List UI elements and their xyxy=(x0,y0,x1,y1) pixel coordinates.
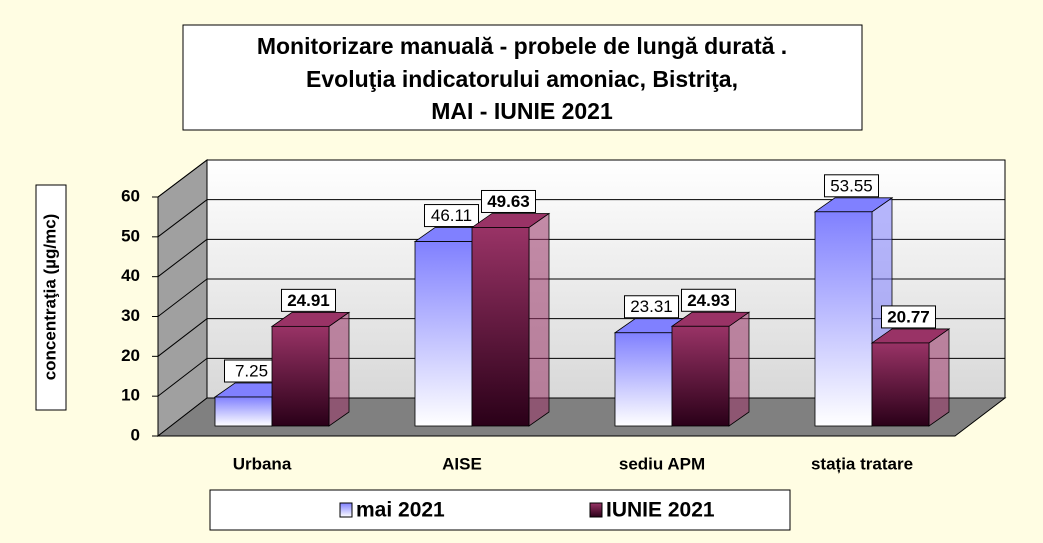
grid-line xyxy=(157,159,208,198)
bar-side xyxy=(328,311,350,427)
grid-line xyxy=(157,238,208,278)
floor xyxy=(156,397,1007,437)
bar-side xyxy=(728,311,750,427)
y-label-box xyxy=(35,184,67,411)
grid-line xyxy=(157,357,208,397)
value-label-box xyxy=(824,174,879,198)
bar xyxy=(471,227,530,427)
value-label-box xyxy=(881,305,936,329)
legend-swatch xyxy=(589,502,603,518)
bar xyxy=(614,332,673,427)
x-tick-label: stația tratare xyxy=(811,454,913,473)
value-label: 23.31 xyxy=(630,297,673,316)
legend-label: mai 2021 xyxy=(356,499,445,522)
legend-swatch xyxy=(339,502,353,518)
bar xyxy=(871,342,930,427)
value-label-box xyxy=(681,288,736,312)
value-label: 46.11 xyxy=(431,206,472,225)
bar xyxy=(414,241,473,427)
x-tick-label: sediu APM xyxy=(619,454,705,473)
y-axis-label: concentraţia (µg/mc) xyxy=(40,214,59,381)
bar-side xyxy=(928,328,950,427)
bar xyxy=(271,325,330,427)
x-tick-label: AISE xyxy=(442,454,482,473)
value-label: 53.55 xyxy=(830,176,873,195)
value-label: 20.77 xyxy=(887,307,930,326)
y-tick-label: 20 xyxy=(121,346,140,365)
value-label: 24.91 xyxy=(287,291,330,310)
value-label-box xyxy=(424,204,479,228)
x-tick-label: Urbana xyxy=(233,454,292,473)
chart-title: Monitorizare manuală - probele de lungă … xyxy=(257,33,787,59)
bar xyxy=(814,211,873,427)
y-tick-label: 50 xyxy=(121,226,140,245)
value-label: 49.63 xyxy=(487,192,530,211)
title-box xyxy=(182,24,863,131)
bar xyxy=(671,325,730,427)
y-tick-label: 40 xyxy=(121,266,140,285)
value-label-box xyxy=(481,189,536,213)
value-label: 7.25 xyxy=(235,361,268,380)
grid-line xyxy=(157,318,208,357)
y-tick-label: 60 xyxy=(121,186,140,205)
chart-title: Evoluţia indicatorului amoniac, Bistriţa… xyxy=(306,66,738,92)
grid-line xyxy=(157,199,208,238)
y-tick-label: 30 xyxy=(121,306,140,325)
value-label-box xyxy=(281,288,336,312)
value-label: 24.93 xyxy=(687,291,730,310)
chart-title: MAI - IUNIE 2021 xyxy=(431,98,613,124)
value-label-box xyxy=(624,295,679,319)
grid-line xyxy=(157,278,208,317)
y-tick-label: 0 xyxy=(131,425,140,444)
y-tick-label: 10 xyxy=(121,386,140,405)
bar xyxy=(214,396,273,427)
legend xyxy=(209,489,791,531)
bar-side xyxy=(528,212,550,427)
legend-label: IUNIE 2021 xyxy=(606,499,715,522)
